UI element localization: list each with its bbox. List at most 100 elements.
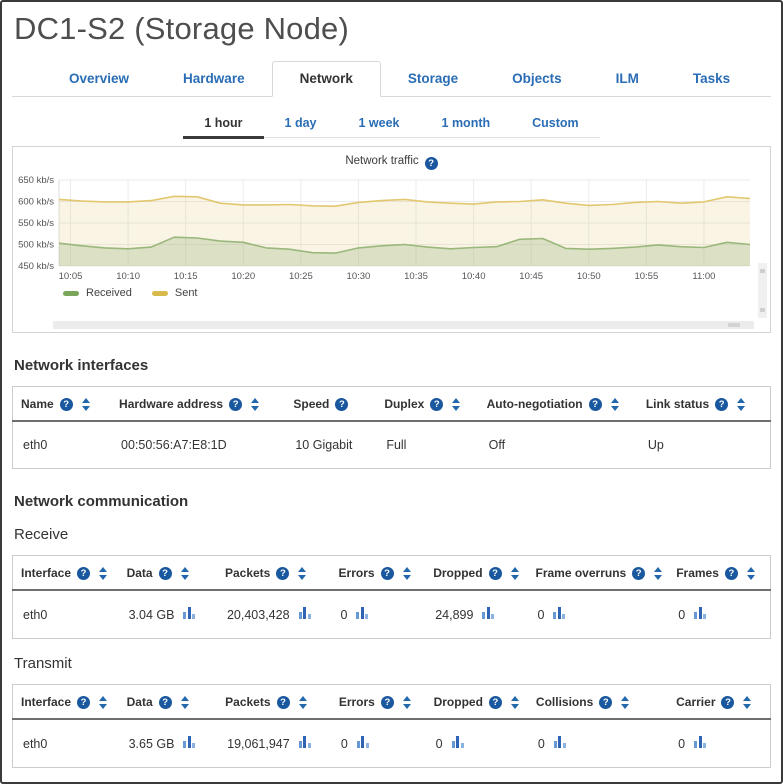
sort-icon[interactable] (452, 397, 461, 411)
help-icon[interactable]: ? (380, 695, 394, 709)
table-row: eth0 3.04 GB 20,403,428 0 24,899 0 0 (13, 590, 771, 639)
sort-icon[interactable] (81, 397, 90, 411)
column-header-name: Name? (12, 386, 112, 423)
help-icon[interactable]: ? (59, 397, 73, 411)
sort-icon[interactable] (298, 695, 307, 709)
sort-icon[interactable] (251, 397, 260, 411)
tab-objects[interactable]: Objects (512, 71, 562, 87)
sort-icon[interactable] (746, 566, 755, 580)
bar-chart-icon[interactable] (183, 607, 196, 620)
help-icon[interactable]: ? (276, 695, 290, 709)
network-traffic-chart[interactable]: 450 kb/s 500 kb/s 550 kb/s 600 kb/s 650 kb/s… (13, 172, 772, 284)
cell-hardware-address: 00:50:56:A7:E8:1D (111, 421, 285, 469)
tab-storage[interactable]: Storage (407, 71, 459, 87)
help-icon[interactable]: ? (335, 397, 349, 411)
bar-chart-icon[interactable] (356, 607, 369, 620)
help-icon[interactable]: ? (380, 566, 394, 580)
bar-chart-icon[interactable] (298, 736, 311, 749)
bar-chart-icon[interactable] (694, 736, 707, 749)
column-label: Interface (21, 566, 72, 581)
cell-value: 20,403,428 (226, 608, 290, 623)
svg-text:500 kb/s: 500 kb/s (18, 240, 54, 251)
sort-icon[interactable] (737, 397, 746, 411)
bar-chart-icon[interactable] (482, 607, 495, 620)
cell-speed: 10 Gigabit (285, 421, 376, 469)
help-icon[interactable]: ? (588, 397, 602, 411)
help-icon[interactable]: ? (632, 566, 646, 580)
bar-chart-icon[interactable] (356, 736, 369, 749)
help-icon[interactable]: ? (488, 695, 502, 709)
svg-text:10:40: 10:40 (462, 271, 486, 282)
sort-icon[interactable] (654, 566, 663, 580)
column-label: Errors (338, 566, 375, 581)
chart-vertical-scrollbar[interactable] (758, 263, 767, 319)
cell-frames: 0 (668, 590, 770, 639)
cell-link-status: Up (638, 421, 771, 469)
cell-value: 0 (678, 608, 686, 623)
cell-value: 0 (678, 737, 686, 752)
help-icon[interactable]: ? (229, 397, 243, 411)
time-range-1-month[interactable]: 1 month (441, 116, 491, 131)
sort-icon[interactable] (402, 695, 411, 709)
tab-network[interactable]: Network (271, 61, 381, 98)
cell-packets: 19,061,947 (217, 719, 331, 768)
time-range-1-week[interactable]: 1 week (358, 116, 400, 131)
help-icon[interactable]: ? (276, 566, 290, 580)
help-icon[interactable]: ? (721, 695, 735, 709)
bar-chart-icon[interactable] (553, 607, 566, 620)
table-header-row: Interface? Data? Packets? Errors? Dropped? Fr… (12, 555, 771, 592)
help-icon[interactable]: ? (724, 566, 738, 580)
column-label: Packets (224, 566, 271, 581)
help-icon[interactable]: ? (488, 566, 502, 580)
tab-tasks[interactable]: Tasks (692, 71, 731, 87)
bar-chart-icon[interactable] (553, 736, 566, 749)
sort-icon[interactable] (298, 566, 307, 580)
sort-icon[interactable] (621, 695, 630, 709)
sort-icon[interactable] (510, 566, 519, 580)
column-label: Dropped (433, 566, 483, 581)
sort-icon[interactable] (180, 695, 189, 709)
column-header-carrier: Carrier? (668, 684, 771, 721)
svg-text:10:35: 10:35 (404, 271, 428, 282)
column-header-data: Data? (118, 555, 217, 592)
help-icon[interactable]: ? (599, 695, 613, 709)
sort-icon[interactable] (402, 566, 411, 580)
time-range-1-hour[interactable]: 1 hour (183, 109, 264, 140)
sort-icon[interactable] (743, 695, 752, 709)
svg-text:650 kb/s: 650 kb/s (18, 175, 54, 186)
help-icon[interactable]: ? (158, 695, 172, 709)
help-icon[interactable]: ? (158, 566, 172, 580)
cell-errors: 0 (331, 719, 426, 768)
bar-chart-icon[interactable] (694, 607, 707, 620)
time-range-custom[interactable]: Custom (532, 116, 579, 131)
sort-icon[interactable] (99, 566, 108, 580)
chart-title: Network traffic (345, 155, 419, 168)
sort-icon[interactable] (510, 695, 519, 709)
column-header-auto-negotiation: Auto-negotiation? (478, 386, 638, 423)
bar-chart-icon[interactable] (183, 736, 196, 749)
sort-icon[interactable] (99, 695, 108, 709)
legend-swatch (151, 290, 168, 296)
chart-horizontal-scrollbar[interactable] (53, 321, 754, 330)
help-icon[interactable]: ? (715, 397, 729, 411)
cell-data: 3.04 GB (119, 590, 217, 639)
help-icon[interactable]: ? (77, 566, 91, 580)
column-header-errors: Errors? (330, 684, 426, 721)
sort-icon[interactable] (180, 566, 189, 580)
tab-ilm[interactable]: ILM (615, 71, 639, 87)
network-interfaces-table: Name? Hardware address? Speed? Duplex? Auto-… (12, 386, 771, 470)
tab-hardware[interactable]: Hardware (183, 71, 245, 87)
bar-chart-icon[interactable] (298, 607, 311, 620)
time-range-1-day[interactable]: 1 day (284, 116, 317, 131)
legend-label: Sent (174, 287, 198, 300)
tab-overview[interactable]: Overview (69, 71, 130, 87)
help-icon[interactable]: ? (424, 157, 438, 171)
transmit-table: Interface? Data? Packets? Errors? Dropped? Co… (12, 684, 771, 769)
column-header-link-status: Link status? (637, 386, 771, 423)
column-label: Frames (676, 566, 719, 581)
help-icon[interactable]: ? (77, 695, 91, 709)
help-icon[interactable]: ? (430, 397, 444, 411)
chart-legend: Received Sent (63, 287, 770, 299)
sort-icon[interactable] (610, 397, 619, 411)
bar-chart-icon[interactable] (451, 736, 464, 749)
